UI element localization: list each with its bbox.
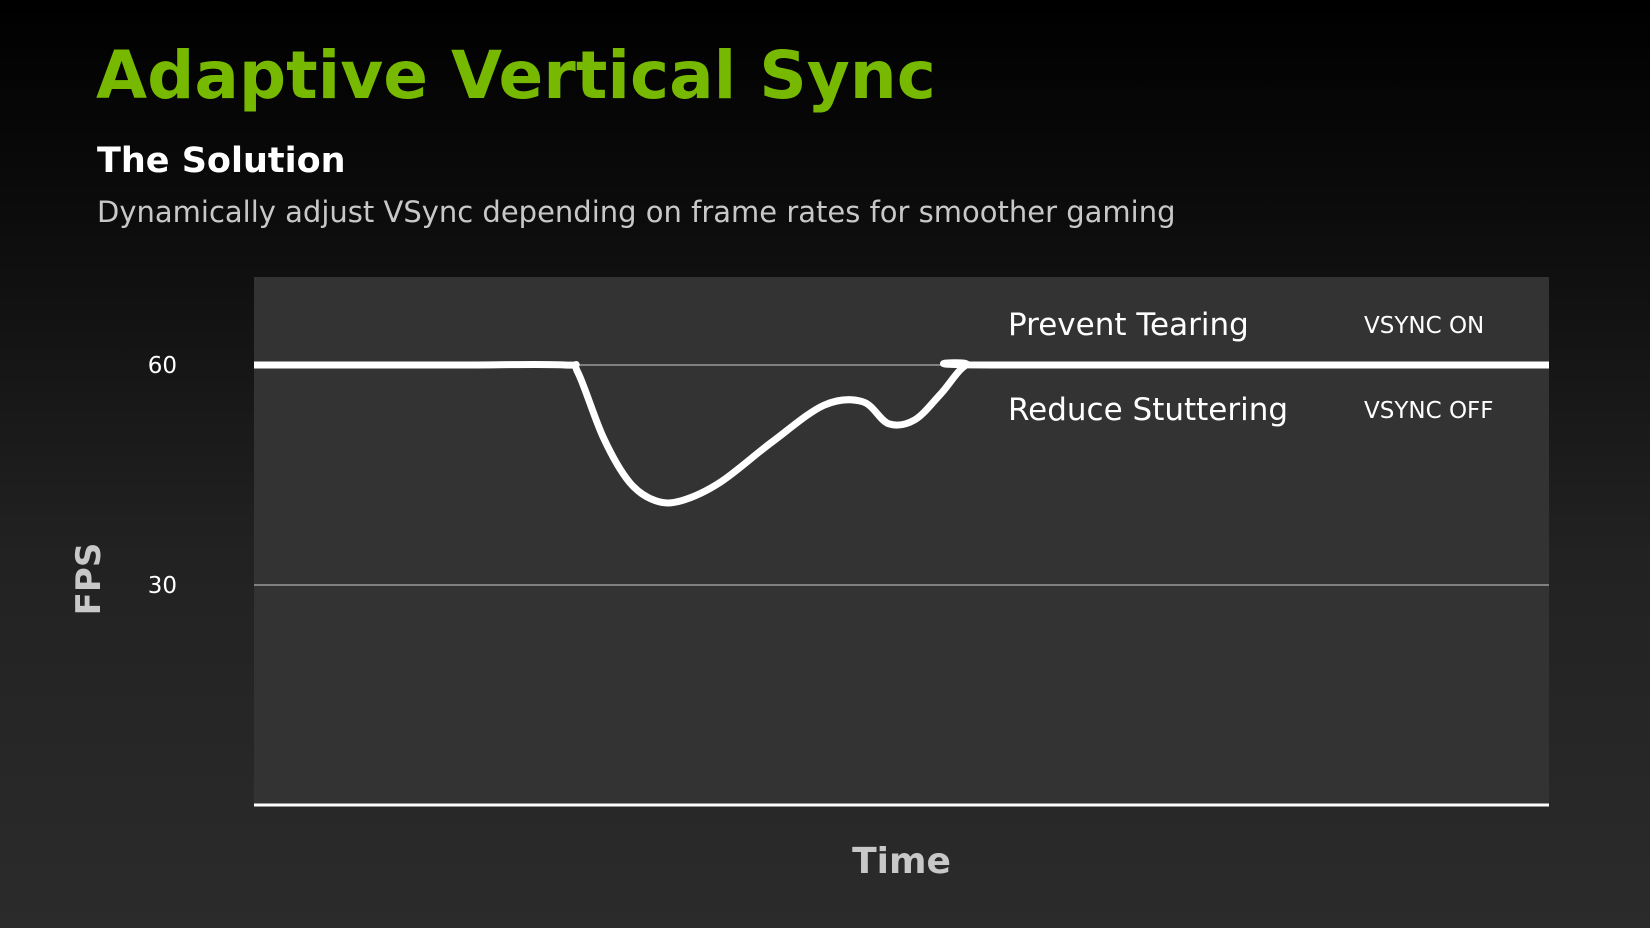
fps-series-line — [254, 359, 1549, 507]
annotation-prevent-tearing: Prevent Tearing — [1008, 307, 1249, 343]
annotation-vsync-off: VSYNC OFF — [1364, 398, 1494, 424]
x-axis-label: Time — [852, 841, 951, 882]
y-tick-label-30: 30 — [148, 573, 177, 599]
y-tick-label-60: 60 — [148, 353, 177, 379]
slide-title: Adaptive Vertical Sync — [96, 37, 936, 114]
slide-subtitle: The Solution — [97, 141, 346, 181]
slide-description: Dynamically adjust VSync depending on fr… — [97, 195, 1176, 229]
y-tick-labels: 60 30 — [148, 353, 177, 599]
annotation-vsync-on: VSYNC ON — [1364, 313, 1484, 339]
plot-area — [254, 277, 1549, 805]
annotation-reduce-stuttering: Reduce Stuttering — [1008, 392, 1288, 428]
y-axis-label: FPS — [69, 543, 109, 616]
